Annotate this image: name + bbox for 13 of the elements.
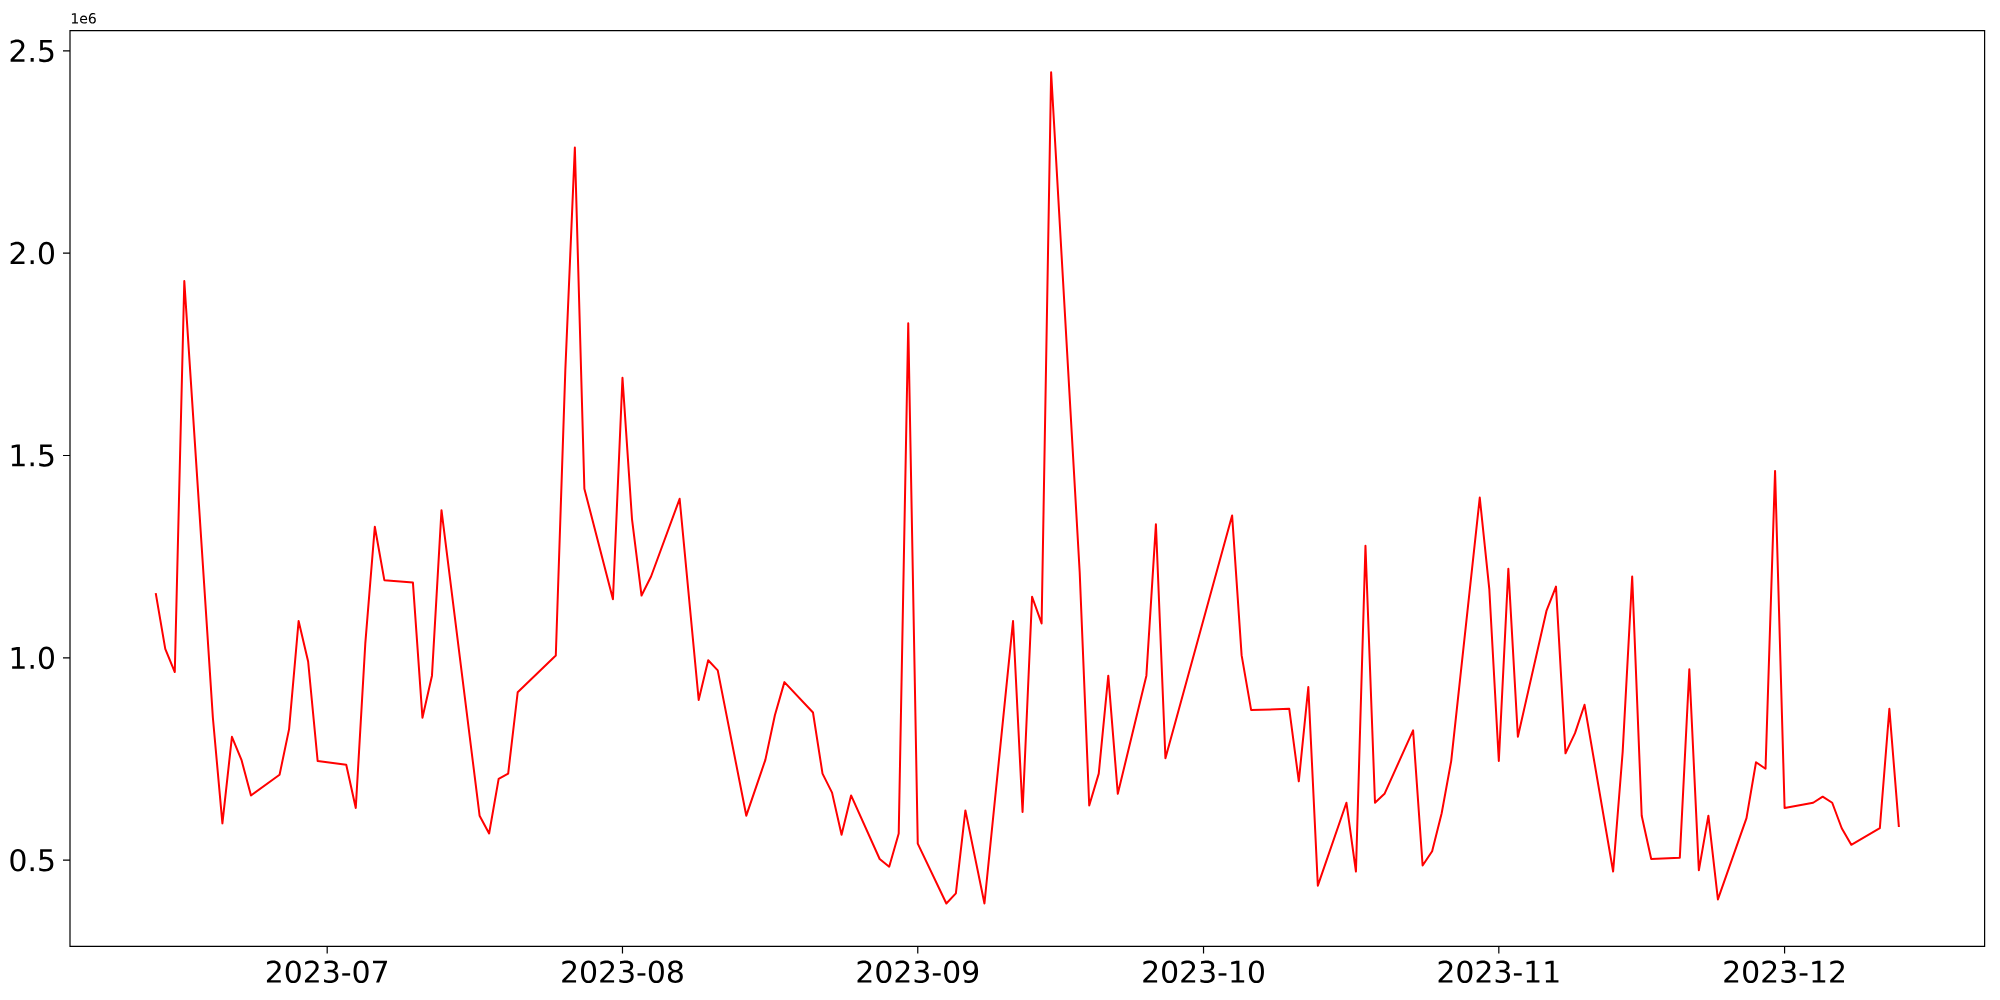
y-tick-label: 1.5 <box>11 444 54 467</box>
y-tick-label: 1.0 <box>11 646 54 670</box>
y-tick-label: 2.5 <box>10 39 54 63</box>
x-tick-label: 2023-12 <box>1724 960 1845 984</box>
x-tick-label: 2023-07 <box>266 960 388 984</box>
y-tick-label: 2.0 <box>10 241 54 265</box>
x-tick-label: 2023-10 <box>1143 960 1264 984</box>
x-tick-label: 2023-08 <box>562 960 683 984</box>
text: 1e6 <box>71 13 96 24</box>
x-tick-label: 2023-09 <box>857 960 979 984</box>
x-tick-label: 2023-11 <box>1438 960 1559 984</box>
y-tick-label: 0.5 <box>10 848 54 872</box>
line-series <box>154 71 1900 905</box>
